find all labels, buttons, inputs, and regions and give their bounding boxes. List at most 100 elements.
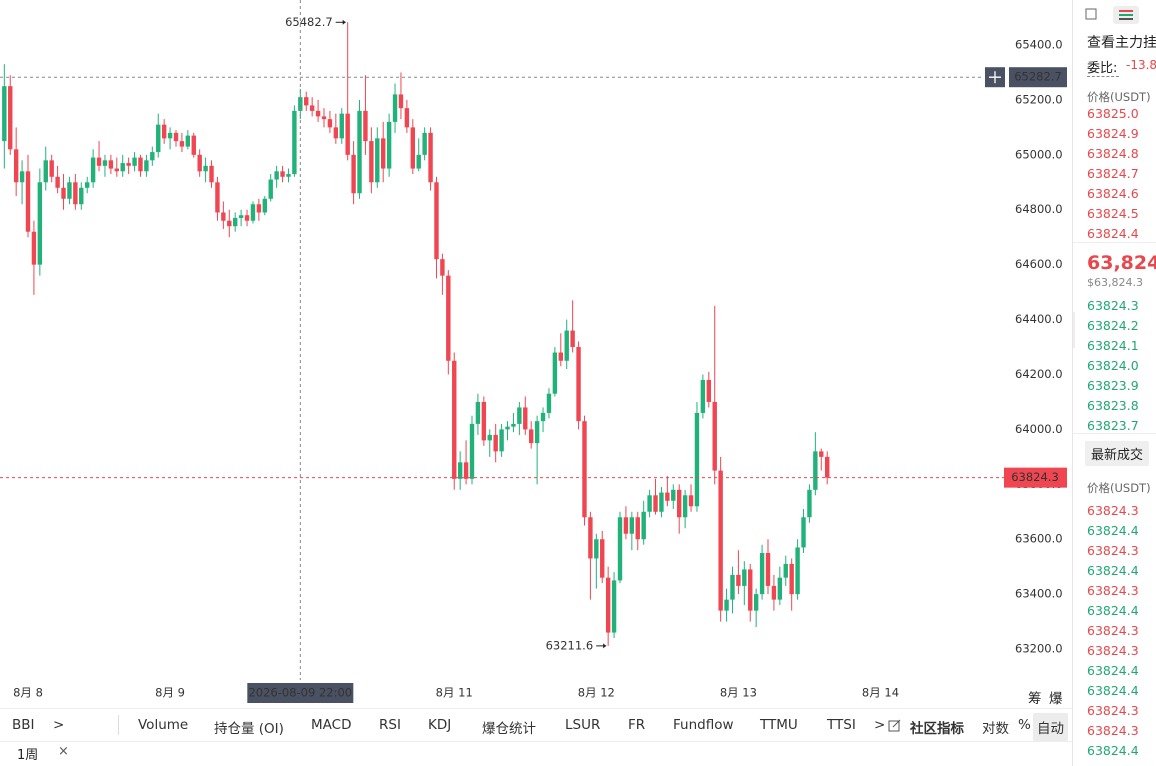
indicator[interactable]: MACD	[311, 717, 352, 733]
divider	[1073, 433, 1156, 434]
ask-price: 63824.4	[1087, 226, 1139, 241]
candle-body	[517, 407, 522, 424]
candle-body	[49, 160, 54, 177]
ratio-value: -13.8	[1126, 58, 1156, 72]
indicator[interactable]: LSUR	[565, 717, 601, 733]
candle-body	[144, 160, 149, 172]
candle-body	[801, 517, 806, 548]
candle-body	[262, 198, 267, 213]
candle-body	[422, 132, 427, 155]
candle-body	[463, 462, 469, 479]
candle-body	[617, 517, 623, 581]
candle-body	[404, 108, 410, 128]
candle-body	[233, 217, 238, 227]
candle-body	[582, 421, 587, 518]
indicator[interactable]: KDJ	[428, 717, 452, 733]
chips-tool[interactable]: 筹	[1028, 691, 1042, 707]
y-tick-label: 64200.0	[1015, 367, 1063, 381]
trade-price: 63824.4	[1087, 743, 1139, 758]
trade-price: 63824.3	[1087, 643, 1139, 658]
candle-body	[203, 165, 208, 172]
candle-body	[759, 552, 765, 595]
collapse-handle[interactable]	[1073, 312, 1075, 348]
candle-body	[452, 360, 457, 479]
indicator-toolbar: BBI > Volume 持仓量 (OI) MACD RSI KDJ 爆仓统计 …	[0, 708, 1072, 742]
annotation-arrowhead	[342, 19, 346, 25]
y-tick-label: 64000.0	[1015, 422, 1063, 436]
trades-tab[interactable]: 最新成交	[1085, 441, 1150, 466]
candle-body	[73, 182, 78, 205]
candle-body	[120, 163, 125, 172]
candle-body	[481, 401, 487, 441]
candle-body	[635, 517, 640, 540]
panel-icons[interactable]	[1083, 6, 1153, 24]
liquidation-tool[interactable]: 爆	[1049, 691, 1063, 707]
divider	[118, 715, 119, 735]
candle-body	[558, 352, 563, 361]
interval-tab[interactable]: 1周	[17, 748, 39, 763]
candle-body	[641, 511, 646, 540]
trade-price: 63824.4	[1087, 663, 1139, 678]
indicator[interactable]: TTSI	[827, 717, 856, 733]
candle-body	[309, 105, 315, 111]
x-tick-label: 8月 13	[720, 686, 757, 700]
candle-body	[623, 517, 629, 534]
candle-body	[339, 113, 344, 139]
indicator[interactable]: FR	[628, 717, 646, 733]
candle-body	[724, 599, 729, 611]
crosshair-add-icon	[989, 71, 1001, 84]
indicator[interactable]: BBI	[12, 717, 35, 733]
indicator[interactable]: 持仓量 (OI)	[214, 721, 284, 737]
candle-body	[67, 182, 72, 199]
candle-body	[552, 352, 558, 394]
log-scale[interactable]: 对数	[982, 721, 1009, 737]
indicator[interactable]: RSI	[379, 717, 401, 733]
candle-body	[215, 182, 220, 213]
trade-price: 63824.3	[1087, 723, 1139, 738]
candle-body	[765, 552, 771, 586]
candle-body	[511, 423, 516, 427]
indicator[interactable]: TTMU	[760, 717, 798, 733]
ask-price: 63824.7	[1087, 166, 1139, 181]
candle-body	[588, 517, 593, 559]
expand[interactable]: >	[874, 717, 886, 733]
trade-price: 63824.3	[1087, 503, 1139, 518]
candle-body	[594, 539, 599, 559]
auto-scale[interactable]: 自动	[1033, 713, 1068, 741]
candle-body	[315, 110, 321, 117]
candle-body	[682, 495, 688, 518]
candle-body	[173, 132, 179, 142]
indicator[interactable]: 爆仓统计	[482, 721, 536, 737]
edit-icon[interactable]	[888, 719, 901, 732]
percent-scale[interactable]: %	[1018, 717, 1031, 733]
ask-price: 63824.5	[1087, 206, 1139, 221]
indicator[interactable]: Volume	[138, 717, 189, 733]
chart: 65400.0 65200.0 65000.0 64800.0 64600.0 64400…	[0, 0, 1067, 703]
candle-body	[19, 171, 25, 183]
candle-body	[102, 160, 108, 166]
ratio-label: 委比:	[1087, 61, 1118, 76]
candle-body	[398, 94, 404, 109]
candle-body	[440, 259, 445, 276]
x-tick-label: 8月 14	[862, 686, 899, 700]
y-tick-label: 63200.0	[1015, 642, 1063, 656]
candle-body	[238, 215, 244, 218]
divider	[1073, 242, 1156, 243]
community-indicators[interactable]: 社区指标	[910, 721, 964, 737]
trade-price: 63824.4	[1087, 683, 1139, 698]
indicator[interactable]: Fundflow	[673, 717, 734, 733]
candle-body	[789, 563, 794, 595]
candle-body	[37, 182, 43, 265]
candle-body	[375, 138, 380, 183]
expand[interactable]: >	[53, 717, 65, 733]
annotation-label: 65482.7	[285, 15, 333, 29]
candle-body	[540, 412, 546, 422]
trades-header: 价格(USDT)	[1087, 481, 1151, 495]
candle-body	[748, 569, 753, 611]
close-tab[interactable]: ×	[58, 744, 69, 759]
order-book-title[interactable]: 查看主力挂	[1087, 35, 1156, 51]
underline	[1087, 76, 1119, 77]
candle-body	[132, 157, 137, 166]
candle-body	[676, 489, 682, 518]
